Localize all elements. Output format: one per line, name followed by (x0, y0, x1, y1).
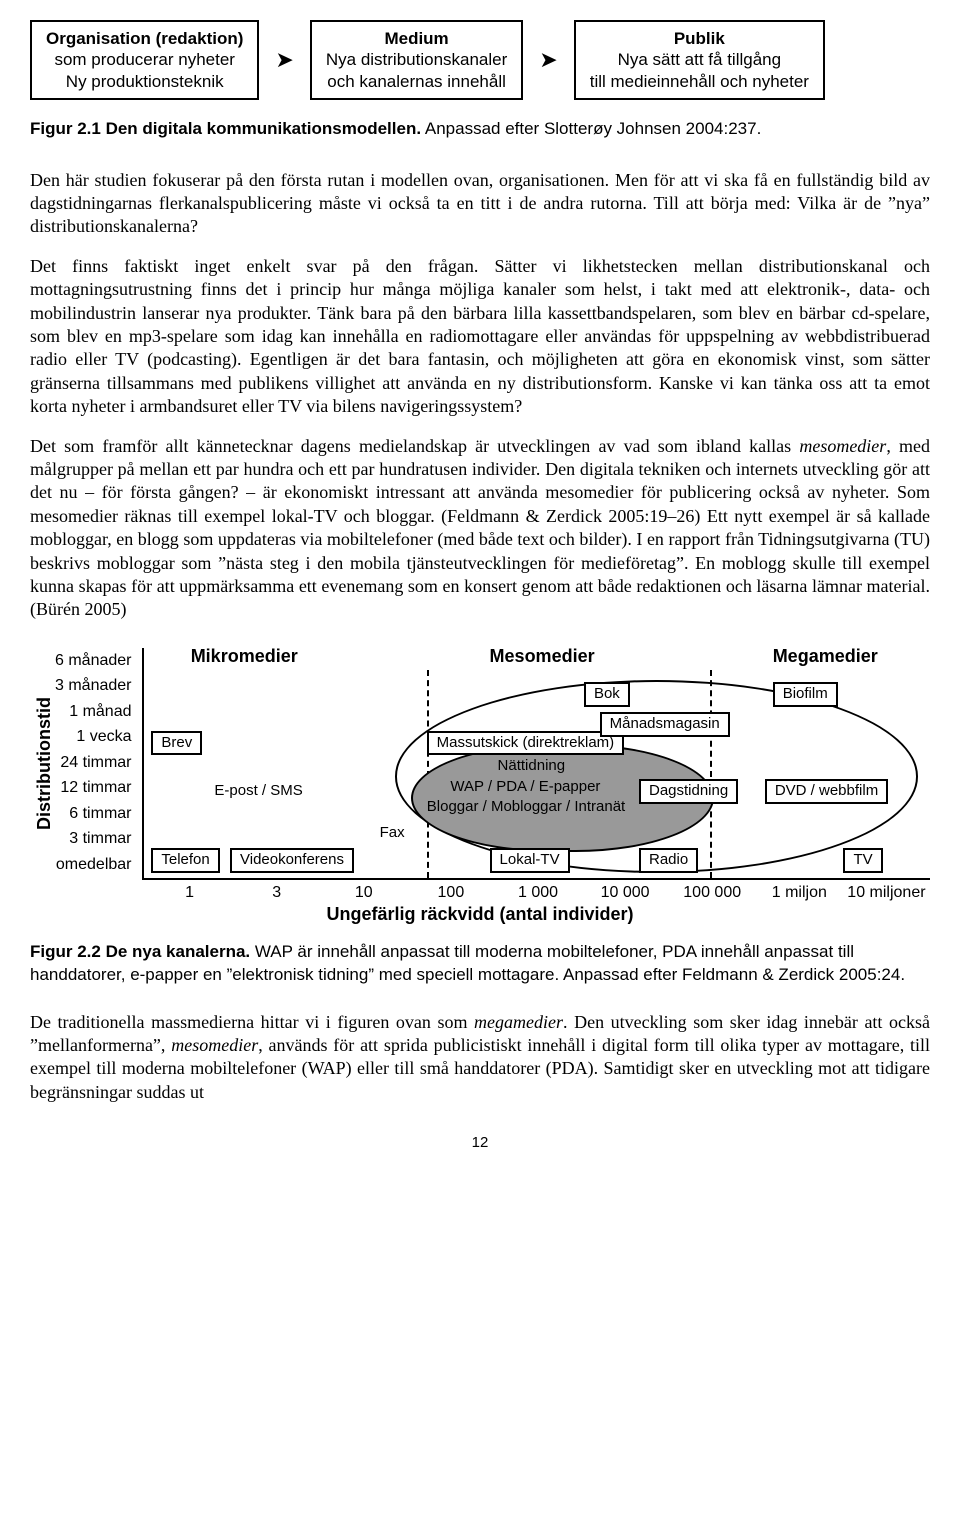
node-lokaltv: Lokal-TV (490, 848, 570, 873)
fig1-box-title: Publik (590, 28, 809, 49)
fig2-wrap: Distributionstid 6 månader 3 månader 1 m… (30, 648, 930, 880)
paragraph: Det finns faktiskt inget enkelt svar på … (30, 255, 930, 419)
node-radio: Radio (639, 848, 698, 873)
fig2-xlabel: Ungefärlig räckvidd (antal individer) (30, 904, 930, 925)
fig1-box-line: som producerar nyheter (46, 49, 243, 70)
node-tv: TV (843, 848, 882, 873)
node-dvd: DVD / webbfilm (765, 779, 888, 804)
xtick: 10 (320, 884, 407, 902)
fig1-box-publik: Publik Nya sätt att få tillgång till med… (574, 20, 825, 100)
ytick: 6 månader (55, 648, 132, 674)
ytick: 1 månad (55, 699, 132, 725)
node-videokonferens: Videokonferens (230, 848, 354, 873)
italic-term: mesomedier (799, 436, 886, 456)
paragraph: De traditionella massmedierna hittar vi … (30, 1011, 930, 1105)
xtick: 10 000 (582, 884, 669, 902)
ytick: 1 vecka (55, 724, 132, 750)
node-bloggar: Bloggar / Mobloggar / Intranät (419, 797, 633, 818)
fig1-row: Organisation (redaktion) som producerar … (30, 20, 930, 100)
fig2-caption-bold: Figur 2.2 De nya kanalerna. (30, 942, 250, 961)
node-manadsmagasin: Månadsmagasin (600, 712, 730, 737)
node-biofilm: Biofilm (773, 682, 838, 707)
node-massutskick: Massutskick (direktreklam) (427, 731, 625, 756)
arrow-icon: ➤ (539, 47, 557, 73)
fig2-hdr-meso: Mesomedier (490, 646, 595, 667)
xtick: 1 000 (494, 884, 581, 902)
fig1-box-line: och kanalernas innehåll (326, 71, 507, 92)
xtick: 1 (146, 884, 233, 902)
fig1-box-line: Nya sätt att få tillgång (590, 49, 809, 70)
fig2-xticks: 1 3 10 100 1 000 10 000 100 000 1 miljon… (146, 884, 930, 902)
fig1-box-line: till medieinnehåll och nyheter (590, 71, 809, 92)
xtick: 100 (407, 884, 494, 902)
arrow-icon: ➤ (275, 47, 293, 73)
node-dagstidning: Dagstidning (639, 779, 738, 804)
paragraph: Det som framför allt kännetecknar dagens… (30, 435, 930, 622)
fig1-box-line: Ny produktionsteknik (46, 71, 243, 92)
italic-term: mesomedier (171, 1035, 258, 1055)
paragraph-part: De traditionella massmedierna hittar vi … (30, 1012, 474, 1032)
fig1-caption: Figur 2.1 Den digitala kommunikationsmod… (30, 118, 930, 141)
fig2-hdr-mikro: Mikromedier (191, 646, 298, 667)
italic-term: megamedier (474, 1012, 563, 1032)
node-bok: Bok (584, 682, 630, 707)
node-nattidning: Nättidning (490, 756, 574, 777)
ytick: 3 timmar (55, 827, 132, 853)
fig1-box-title: Medium (326, 28, 507, 49)
xtick: 100 000 (669, 884, 756, 902)
paragraph: Den här studien fokuserar på den första … (30, 169, 930, 239)
xtick: 10 miljoner (843, 884, 930, 902)
node-telefon: Telefon (151, 848, 219, 873)
fig2-plot: Mikromedier Mesomedier Megamedier Brev E… (142, 648, 931, 880)
fig1-box-line: Nya distributionskanaler (326, 49, 507, 70)
xtick: 3 (233, 884, 320, 902)
fig2-yticks: 6 månader 3 månader 1 månad 1 vecka 24 t… (55, 648, 142, 878)
fig1-caption-bold: Figur 2.1 Den digitala kommunikationsmod… (30, 119, 421, 138)
node-wap: WAP / PDA / E-papper (442, 777, 608, 798)
ytick: omedelbar (55, 852, 132, 878)
fig2-hdr-mega: Megamedier (773, 646, 878, 667)
fig2-caption: Figur 2.2 De nya kanalerna. WAP är inneh… (30, 941, 930, 987)
node-brev: Brev (151, 731, 202, 756)
xtick: 1 miljon (756, 884, 843, 902)
paragraph-part: Det som framför allt kännetecknar dagens… (30, 436, 799, 456)
page-number: 12 (30, 1134, 930, 1151)
node-epost: E-post / SMS (206, 781, 310, 802)
ytick: 12 timmar (55, 776, 132, 802)
fig1-box-title: Organisation (redaktion) (46, 28, 243, 49)
paragraph-part: , med målgrupper på mellan ett par hundr… (30, 436, 930, 620)
ytick: 6 timmar (55, 801, 132, 827)
fig2-ylabel: Distributionstid (30, 648, 55, 880)
fig1-box-medium: Medium Nya distributionskanaler och kana… (310, 20, 523, 100)
ytick: 3 månader (55, 673, 132, 699)
node-fax: Fax (372, 823, 413, 844)
fig1-caption-rest: Anpassad efter Slotterøy Johnsen 2004:23… (421, 119, 761, 138)
ytick: 24 timmar (55, 750, 132, 776)
fig1-box-organisation: Organisation (redaktion) som producerar … (30, 20, 259, 100)
